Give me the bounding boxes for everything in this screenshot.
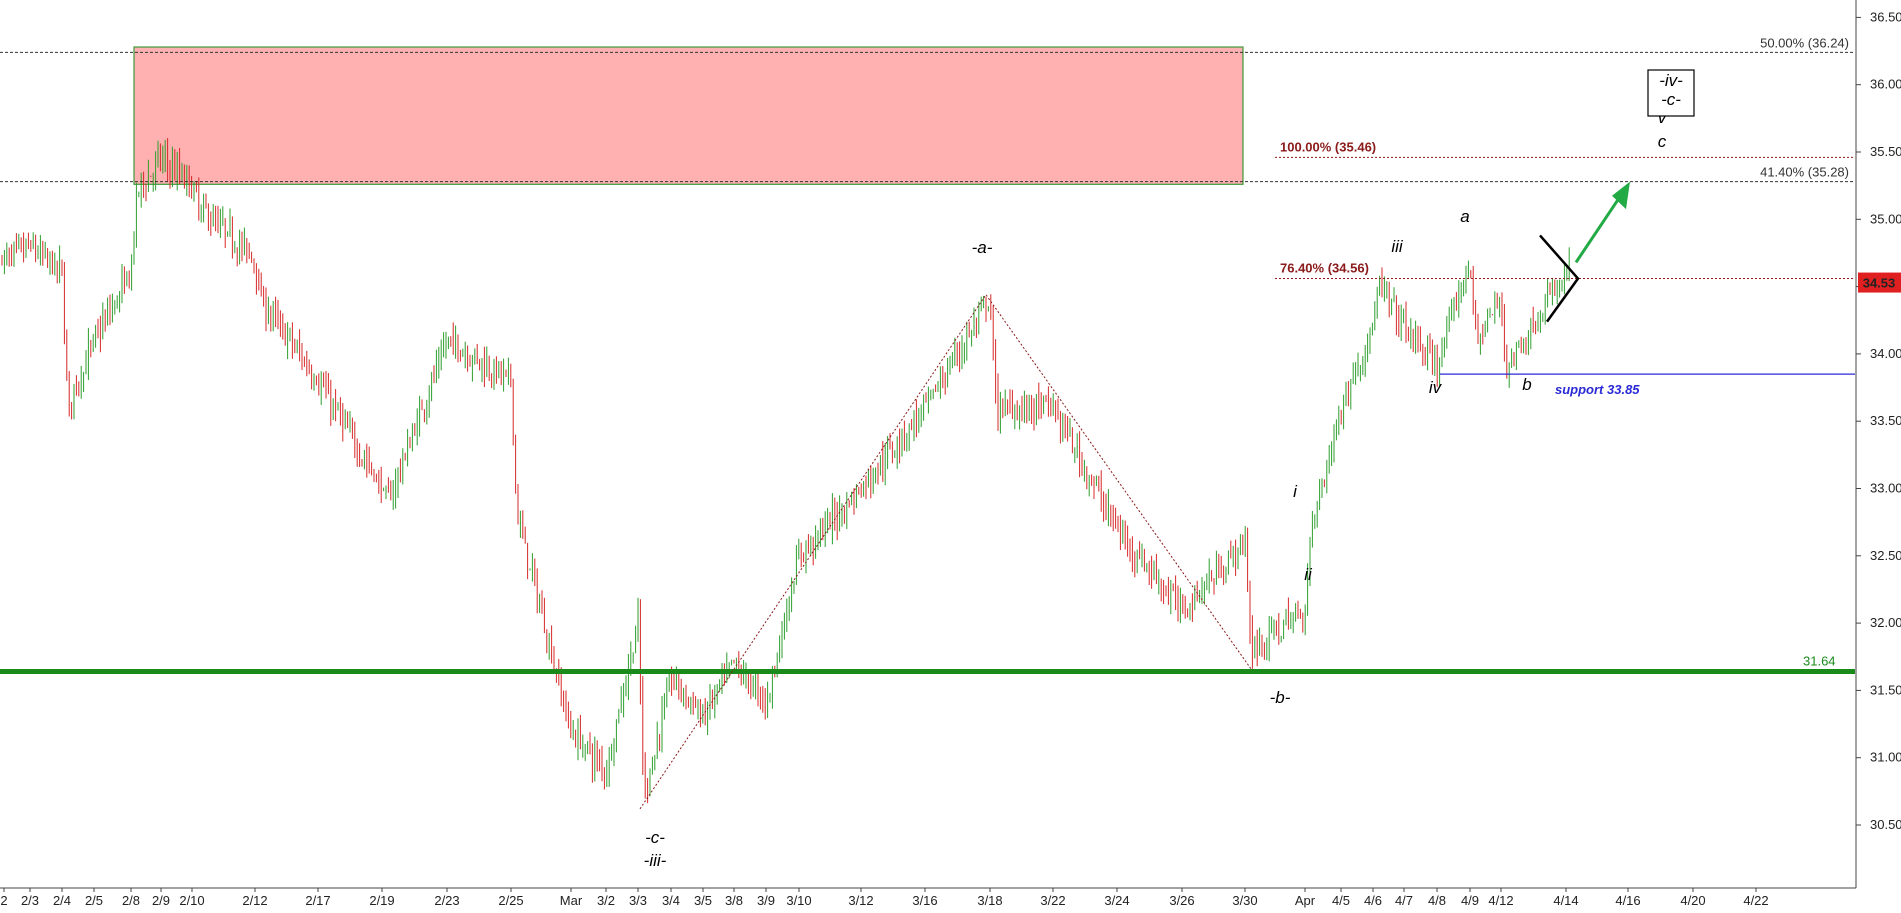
x-tick-label-32: 4/9 bbox=[1461, 893, 1479, 908]
x-tick-label-26: 3/30 bbox=[1232, 893, 1257, 908]
x-tick-label-24: 3/24 bbox=[1104, 893, 1129, 908]
x-tick-label-14: 3/3 bbox=[629, 893, 647, 908]
x-tick-label-13: 3/2 bbox=[597, 893, 615, 908]
x-tick-label-23: 3/22 bbox=[1040, 893, 1065, 908]
wave-label-10: c bbox=[1658, 132, 1667, 151]
candlesticks bbox=[1, 138, 1570, 804]
wave-label-5: ii bbox=[1304, 565, 1313, 584]
support-31-64-label: 31.64 bbox=[1803, 654, 1836, 669]
wave-label-2: -c- bbox=[645, 828, 665, 847]
x-tick-label-6: 2/10 bbox=[179, 893, 204, 908]
x-tick-label-30: 4/7 bbox=[1395, 893, 1413, 908]
x-tick-label-11: 2/25 bbox=[498, 893, 523, 908]
x-tick-label-20: 3/12 bbox=[848, 893, 873, 908]
x-tick-label-21: 3/16 bbox=[912, 893, 937, 908]
horizontal-levels: 50.00% (36.24) 100.00% (35.46) 41.40% (35.… bbox=[0, 35, 1855, 675]
x-tick-label-16: 3/5 bbox=[694, 893, 712, 908]
x-tick-label-12: Mar bbox=[560, 893, 583, 908]
x-tick-label-3: 2/5 bbox=[85, 893, 103, 908]
x-tick-label-15: 3/4 bbox=[662, 893, 680, 908]
x-tick-label-1: 2/3 bbox=[21, 893, 39, 908]
x-tick-label-10: 2/23 bbox=[434, 893, 459, 908]
x-tick-label-29: 4/6 bbox=[1364, 893, 1382, 908]
x-tick-label-22: 3/18 bbox=[977, 893, 1002, 908]
resistance-zone bbox=[133, 46, 1244, 185]
y-tick-label-1: 31.00 bbox=[1870, 750, 1901, 765]
current-price-badge bbox=[1858, 272, 1901, 293]
fib-label-3: 76.40% (34.56) bbox=[1280, 261, 1369, 276]
y-tick-label-4: 32.50 bbox=[1870, 548, 1901, 563]
x-tick-label-17: 3/8 bbox=[725, 893, 743, 908]
wave-label-3: -iii- bbox=[644, 851, 667, 870]
y-tick-label-6: 33.50 bbox=[1870, 413, 1901, 428]
y-tick-label-9: 35.00 bbox=[1870, 211, 1901, 226]
wave-label-6: iii bbox=[1391, 237, 1404, 256]
fib-label-0: 50.00% (36.24) bbox=[1760, 35, 1849, 50]
x-tick-label-31: 4/8 bbox=[1428, 893, 1446, 908]
x-tick-label-2: 2/4 bbox=[53, 893, 71, 908]
wave-label-0: -a- bbox=[972, 238, 993, 257]
wave-label-9: b bbox=[1522, 375, 1531, 394]
breakout-arrow bbox=[1574, 192, 1624, 264]
x-tick-label-5: 2/9 bbox=[152, 893, 170, 908]
wave-box bbox=[1647, 69, 1695, 117]
y-tick-label-5: 33.00 bbox=[1870, 481, 1901, 496]
triangle-pattern bbox=[1539, 234, 1580, 323]
fib-label-2: 41.40% (35.28) bbox=[1760, 165, 1849, 180]
y-tick-label-10: 35.50 bbox=[1870, 144, 1901, 159]
x-tick-label-33: 4/12 bbox=[1488, 893, 1513, 908]
x-tick-label-35: 4/16 bbox=[1615, 893, 1640, 908]
x-tick-label-0: 2 bbox=[0, 893, 7, 908]
x-tick-label-18: 3/9 bbox=[757, 893, 775, 908]
wave-connector bbox=[639, 293, 1252, 810]
y-tick-label-12: 36.50 bbox=[1870, 9, 1901, 24]
y-tick-label-3: 32.00 bbox=[1870, 615, 1901, 630]
wave-label-7: iv bbox=[1429, 378, 1443, 397]
x-tick-label-9: 2/19 bbox=[369, 893, 394, 908]
x-tick-label-34: 4/14 bbox=[1553, 893, 1578, 908]
x-tick-label-27: Apr bbox=[1295, 893, 1316, 908]
current-price-label: 34.53 bbox=[1863, 276, 1896, 291]
wave-box-label-0: -iv- bbox=[1659, 71, 1683, 90]
x-tick-label-36: 4/20 bbox=[1680, 893, 1705, 908]
x-tick-label-8: 2/17 bbox=[305, 893, 330, 908]
y-tick-label-0: 30.50 bbox=[1870, 817, 1901, 832]
wave-label-11: v bbox=[1658, 108, 1668, 127]
y-tick-label-11: 36.00 bbox=[1870, 77, 1901, 92]
y-tick-label-2: 31.50 bbox=[1870, 682, 1901, 697]
support-33-85-label: support 33.85 bbox=[1555, 382, 1640, 397]
y-tick-label-7: 34.00 bbox=[1870, 346, 1901, 361]
x-tick-label-19: 3/10 bbox=[786, 893, 811, 908]
x-tick-label-25: 3/26 bbox=[1169, 893, 1194, 908]
x-tick-label-4: 2/8 bbox=[122, 893, 140, 908]
fib-label-1: 100.00% (35.46) bbox=[1280, 139, 1376, 154]
wave-label-8: a bbox=[1460, 207, 1469, 226]
breakout-arrow-head bbox=[1612, 181, 1630, 210]
wave-box-label-1: -c- bbox=[1661, 90, 1681, 109]
wave-label-1: -b- bbox=[1270, 688, 1291, 707]
x-tick-label-37: 4/22 bbox=[1743, 893, 1768, 908]
x-tick-label-7: 2/12 bbox=[242, 893, 267, 908]
wave-label-4: i bbox=[1293, 482, 1298, 501]
x-tick-label-28: 4/5 bbox=[1332, 893, 1350, 908]
